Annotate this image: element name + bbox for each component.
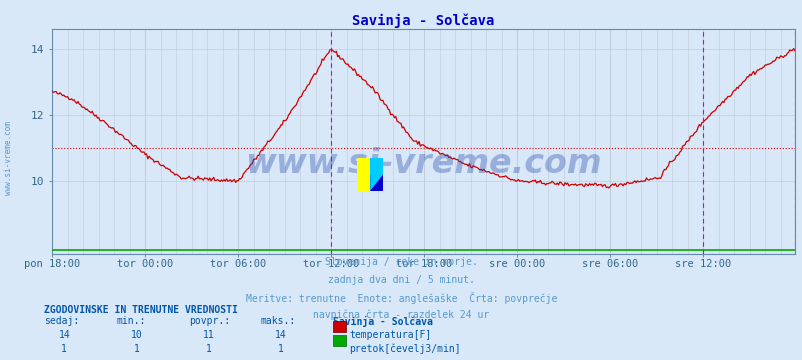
Text: zadnja dva dni / 5 minut.: zadnja dva dni / 5 minut. <box>328 275 474 285</box>
Text: maks.:: maks.: <box>261 316 296 326</box>
Text: 14: 14 <box>275 330 286 340</box>
Text: Meritve: trenutne  Enote: anglešaške  Črta: povprečje: Meritve: trenutne Enote: anglešaške Črta… <box>245 292 557 304</box>
Text: www.si-vreme.com: www.si-vreme.com <box>245 147 602 180</box>
Polygon shape <box>370 175 383 191</box>
Title: Savinja - Solčava: Savinja - Solčava <box>352 13 494 28</box>
Text: www.si-vreme.com: www.si-vreme.com <box>3 121 13 195</box>
Bar <box>357 158 370 191</box>
Text: 10: 10 <box>131 330 142 340</box>
Text: 14: 14 <box>59 330 70 340</box>
Text: sedaj:: sedaj: <box>44 316 79 326</box>
Text: Savinja - Solčava: Savinja - Solčava <box>333 316 432 327</box>
Text: Slovenija / reke in morje.: Slovenija / reke in morje. <box>325 257 477 267</box>
Text: temperatura[F]: temperatura[F] <box>349 330 431 340</box>
Polygon shape <box>370 175 383 191</box>
Text: navpična črta - razdelek 24 ur: navpična črta - razdelek 24 ur <box>313 309 489 320</box>
Text: pretok[čevelj3/min]: pretok[čevelj3/min] <box>349 344 460 354</box>
Text: 1: 1 <box>61 344 67 354</box>
Text: povpr.:: povpr.: <box>188 316 229 326</box>
Text: min.:: min.: <box>116 316 146 326</box>
Text: 1: 1 <box>277 344 284 354</box>
Text: ZGODOVINSKE IN TRENUTNE VREDNOSTI: ZGODOVINSKE IN TRENUTNE VREDNOSTI <box>44 305 237 315</box>
Text: 11: 11 <box>203 330 214 340</box>
Bar <box>370 158 383 175</box>
Text: 1: 1 <box>205 344 212 354</box>
Text: 1: 1 <box>133 344 140 354</box>
